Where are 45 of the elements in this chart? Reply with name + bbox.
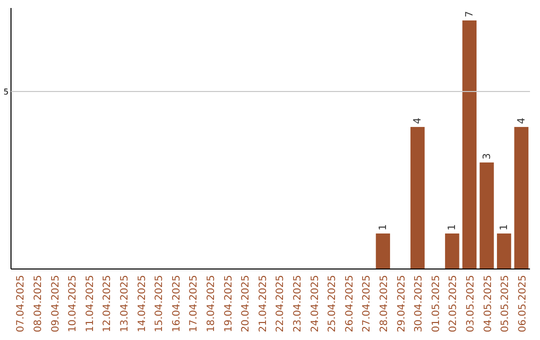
x-tick-label: 01.05.2025 xyxy=(430,275,442,332)
bar xyxy=(462,20,477,269)
data-label: 1 xyxy=(378,224,389,230)
x-tick-label: 13.04.2025 xyxy=(119,275,130,332)
x-tick-label: 16.04.2025 xyxy=(171,275,182,332)
x-tick-label: 07.04.2025 xyxy=(16,275,27,332)
x-tick-label: 03.05.2025 xyxy=(465,275,476,332)
bar xyxy=(496,233,512,269)
x-tick-label: 02.05.2025 xyxy=(448,275,460,332)
x-tick-label: 15.04.2025 xyxy=(154,275,166,332)
x-tick-label: 04.05.2025 xyxy=(482,275,494,332)
x-tick-label: 26.04.2025 xyxy=(344,275,356,332)
x-tick-label: 05.05.2025 xyxy=(500,275,512,332)
x-tick-label: 20.04.2025 xyxy=(240,275,252,332)
x-tick-label: 10.04.2025 xyxy=(68,275,79,332)
x-tick-label: 14.04.2025 xyxy=(136,275,148,332)
x-tick-label: 27.04.2025 xyxy=(362,275,373,332)
bar xyxy=(410,126,425,269)
bar xyxy=(445,233,460,269)
x-tick-label: 29.04.2025 xyxy=(396,275,408,332)
x-tick-label: 08.04.2025 xyxy=(32,275,44,332)
data-label: 1 xyxy=(447,224,458,230)
data-label: 4 xyxy=(516,118,528,124)
data-label: 4 xyxy=(412,118,424,124)
x-tick-label: 24.04.2025 xyxy=(310,275,321,332)
bar xyxy=(480,162,494,269)
x-tick-label: 28.04.2025 xyxy=(378,275,390,332)
x-tick-label: 11.04.2025 xyxy=(84,275,96,332)
x-tick-label: 30.04.2025 xyxy=(414,275,425,332)
x-tick-label: 18.04.2025 xyxy=(206,275,217,332)
bar xyxy=(376,233,390,269)
x-tick-label: 12.04.2025 xyxy=(102,275,114,332)
x-tick-label: 22.04.2025 xyxy=(275,275,286,332)
x-tick-label: 17.04.2025 xyxy=(188,275,200,332)
ref-line-label: 5 xyxy=(3,87,9,96)
bar xyxy=(514,126,528,269)
x-tick-label: 09.04.2025 xyxy=(50,275,62,332)
x-tick-label: 06.05.2025 xyxy=(517,275,528,332)
data-label: 7 xyxy=(464,11,476,18)
x-tick-label: 19.04.2025 xyxy=(223,275,234,332)
x-tick-label: 21.04.2025 xyxy=(258,275,269,332)
data-label: 1 xyxy=(499,224,510,230)
x-tick-label: 23.04.2025 xyxy=(292,275,304,332)
data-label: 3 xyxy=(482,153,493,160)
x-tick-label: 25.04.2025 xyxy=(327,275,338,332)
